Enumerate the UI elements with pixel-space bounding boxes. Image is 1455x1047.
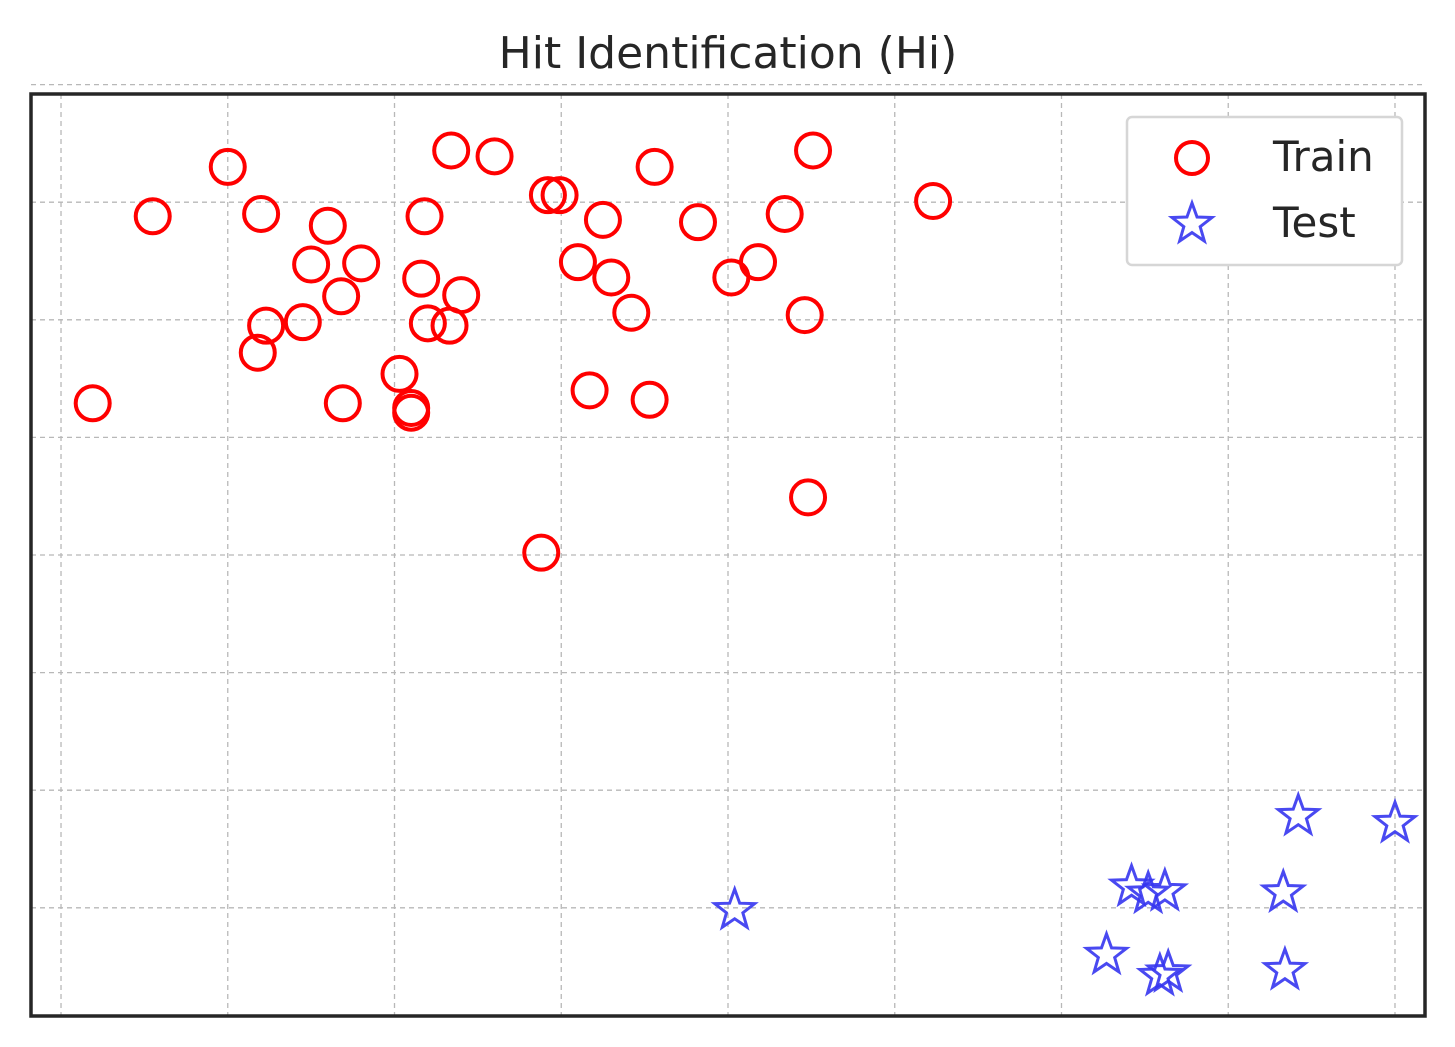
train-point	[283, 303, 322, 342]
train-point	[630, 380, 669, 419]
train-point	[432, 131, 471, 170]
train-point	[914, 182, 953, 221]
train-point	[405, 197, 444, 236]
train-point	[635, 147, 674, 186]
test-point	[1370, 797, 1420, 844]
train-point	[133, 197, 172, 236]
train-point	[540, 176, 579, 215]
train-point	[475, 137, 514, 176]
train-point	[392, 388, 431, 427]
test-point	[1260, 944, 1310, 991]
train-point	[247, 306, 286, 345]
legend-test-label: Test	[1272, 198, 1356, 247]
train-point	[208, 147, 247, 186]
train-point	[323, 384, 362, 423]
test-point	[1144, 947, 1193, 994]
train-point	[739, 243, 778, 282]
train-point	[765, 194, 804, 233]
legend: Train Test	[1125, 115, 1404, 267]
data-points	[73, 131, 1420, 997]
train-point	[342, 244, 381, 283]
chart-title: Hit Identification (Hi)	[499, 28, 958, 79]
train-point	[430, 306, 469, 345]
test-point	[1274, 790, 1323, 837]
train-point	[612, 293, 651, 332]
train-point	[678, 203, 717, 242]
test-point	[1135, 950, 1185, 997]
test-point	[1082, 929, 1131, 976]
train-point	[402, 259, 441, 298]
train-point	[380, 354, 419, 393]
train-point	[292, 245, 331, 284]
train-point	[73, 384, 112, 423]
train-point	[570, 371, 609, 410]
train-point	[592, 258, 631, 297]
train-point	[308, 206, 347, 245]
train-point	[785, 296, 824, 335]
train-point	[238, 333, 277, 372]
test-point	[710, 884, 759, 931]
train-point	[794, 131, 833, 170]
test-point	[1259, 867, 1308, 914]
train-point	[558, 243, 597, 282]
train-point	[408, 304, 447, 343]
train-point	[242, 194, 281, 233]
legend-train-marker	[1174, 140, 1210, 176]
plot-frame	[29, 92, 1427, 1018]
test-point	[1140, 865, 1190, 912]
legend-test-marker	[1167, 198, 1217, 245]
train-point	[522, 533, 561, 572]
legend-train-label: Train	[1272, 132, 1374, 181]
train-point	[583, 200, 622, 239]
train-point	[789, 478, 828, 517]
legend-box	[1125, 115, 1404, 267]
test-point	[1124, 868, 1173, 915]
train-point	[528, 176, 567, 215]
train-point	[322, 277, 361, 316]
